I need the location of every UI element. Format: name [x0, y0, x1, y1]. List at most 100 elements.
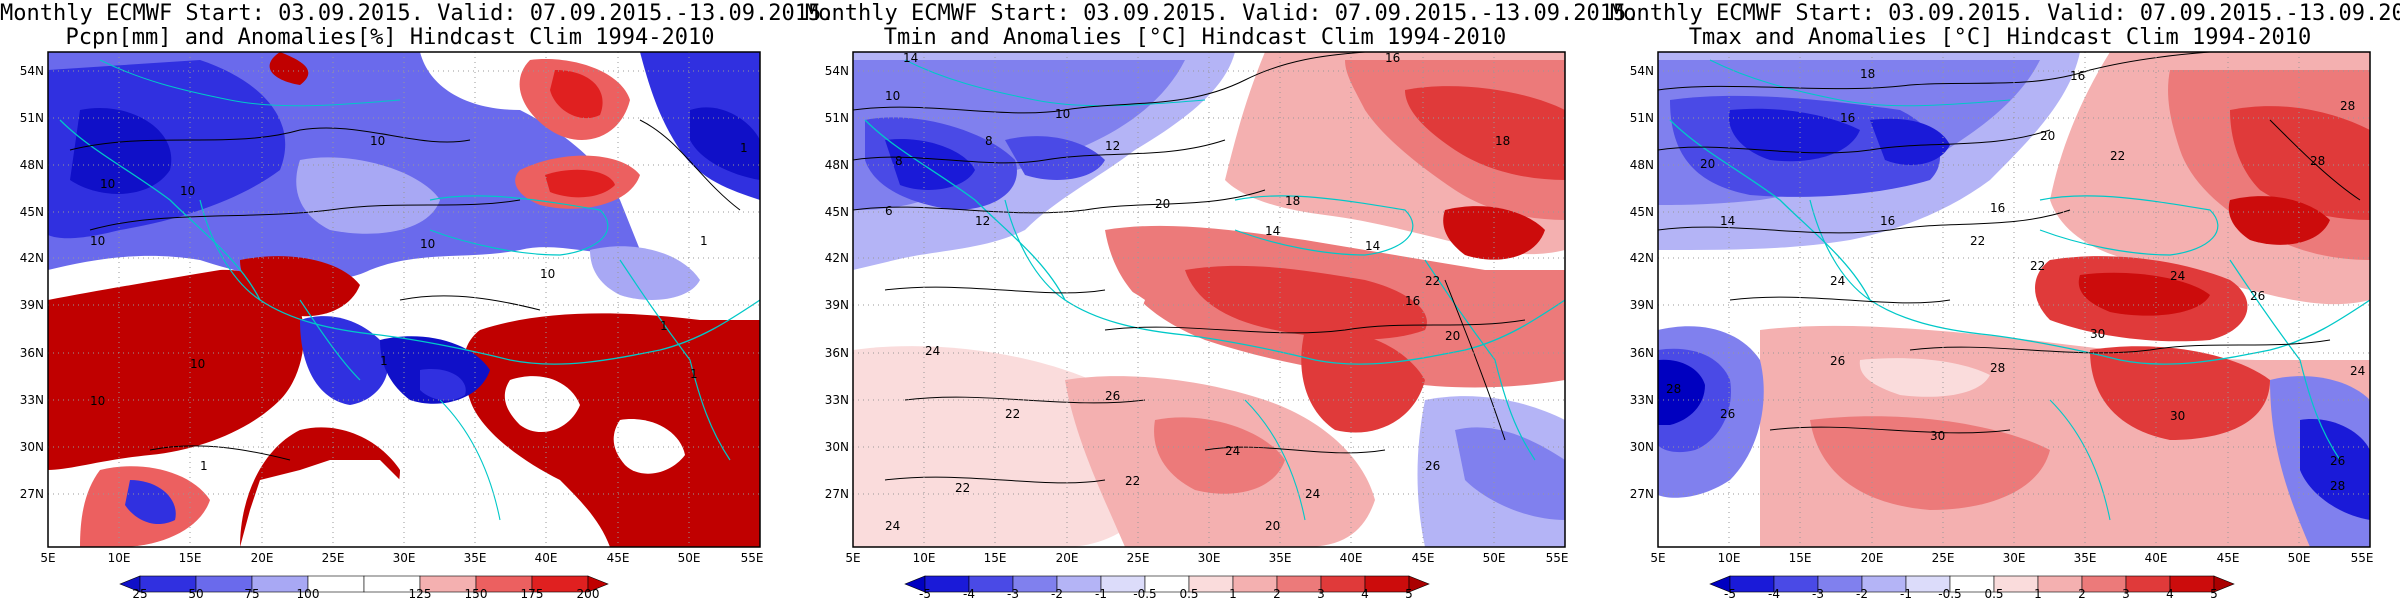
lon-label: 10E [1718, 551, 1741, 565]
lat-label: 51N [1630, 111, 1654, 125]
colorbar-label: 3 [1317, 587, 1325, 600]
contour-label: 10 [1055, 107, 1070, 121]
contour-label: 24 [1830, 274, 1845, 288]
contour-label: 16 [1840, 111, 1855, 125]
lat-label: 42N [20, 251, 44, 265]
contour-label: 18 [1285, 194, 1300, 208]
contour-label: 26 [1720, 407, 1735, 421]
lat-label: 36N [1630, 346, 1654, 360]
lat-label: 48N [20, 158, 44, 172]
contour-label: 22 [955, 481, 970, 495]
colorbar-label: 50 [188, 587, 203, 600]
contour-label: 20 [2040, 129, 2055, 143]
lon-label: 30E [2003, 551, 2026, 565]
colorbar-label: -2 [1856, 587, 1868, 600]
lon-label: 25E [322, 551, 345, 565]
contour-label: 16 [2070, 69, 2085, 83]
colorbar-label: 0.5 [1179, 587, 1198, 600]
contour-label: 12 [1105, 139, 1120, 153]
lon-label: 35E [464, 551, 487, 565]
colorbar-label: -1 [1900, 587, 1912, 600]
colorbar [904, 575, 1430, 593]
contour-label: 16 [1405, 294, 1420, 308]
lat-label: 54N [20, 64, 44, 78]
map-field [48, 52, 760, 547]
lat-label: 54N [825, 64, 849, 78]
lon-label: 15E [179, 551, 202, 565]
contour-label: 28 [1990, 361, 2005, 375]
lat-label: 48N [825, 158, 849, 172]
contour-label: 26 [2250, 289, 2265, 303]
contour-label: 14 [1365, 239, 1380, 253]
lat-label: 36N [825, 346, 849, 360]
lat-label: 48N [1630, 158, 1654, 172]
colorbar-label: -4 [1768, 587, 1780, 600]
lon-label: 55E [2351, 551, 2374, 565]
colorbar-label: 0.5 [1984, 587, 2003, 600]
lon-label: 5E [40, 551, 55, 565]
colorbar-label: 175 [521, 587, 544, 600]
lat-label: 33N [20, 393, 44, 407]
lat-label: 30N [825, 440, 849, 454]
tmin-map: 14 16 18 12 10 10 8 8 6 14 14 12 20 18 2… [825, 51, 1569, 600]
lat-label: 51N [20, 111, 44, 125]
contour-label: 1 [380, 354, 388, 368]
colorbar-labels: 25 50 75 100 125 150 175 200 [132, 587, 599, 600]
contour-label: 1 [700, 234, 708, 248]
lat-label: 54N [1630, 64, 1654, 78]
lat-label: 27N [825, 487, 849, 501]
lon-label: 10E [108, 551, 131, 565]
lon-label: 25E [1127, 551, 1150, 565]
tmax-panel: Monthly ECMWF Start: 03.09.2015. Valid: … [1610, 0, 2400, 600]
precipitation-panel: Monthly ECMWF Start: 03.09.2015. Valid: … [0, 0, 835, 600]
contour-value-labels: 14 16 18 12 10 10 8 8 6 14 14 12 20 18 2… [885, 51, 1510, 533]
contour-label: 8 [895, 154, 903, 168]
contour-label: 22 [1125, 474, 1140, 488]
lat-label: 30N [20, 440, 44, 454]
lon-label: 20E [251, 551, 274, 565]
panel-title-line1: Monthly ECMWF Start: 03.09.2015. Valid: … [0, 1, 835, 26]
colorbar-label: -3 [1812, 587, 1824, 600]
colorbar [119, 575, 609, 593]
lat-label: 45N [1630, 205, 1654, 219]
contour-label: 28 [2330, 479, 2345, 493]
contour-label: 26 [1105, 389, 1120, 403]
contour-label: 10 [180, 184, 195, 198]
colorbar-label: 75 [244, 587, 259, 600]
longitude-labels: 5E 10E 15E 20E 25E 30E 35E 40E 45E 50E 5… [40, 551, 763, 565]
contour-label: 24 [885, 519, 900, 533]
contour-label: 24 [925, 344, 940, 358]
contour-label: 24 [2170, 269, 2185, 283]
lat-label: 36N [20, 346, 44, 360]
lon-label: 55E [1546, 551, 1569, 565]
colorbar-label: 150 [465, 587, 488, 600]
colorbar-label: -0.5 [1938, 587, 1961, 600]
contour-label: 18 [1860, 67, 1875, 81]
lat-label: 51N [825, 111, 849, 125]
latitude-labels: 54N 51N 48N 45N 42N 39N 36N 33N 30N 27N [1630, 64, 1654, 501]
contour-label: 24 [1225, 444, 1240, 458]
contour-label: 1 [690, 367, 698, 381]
lon-label: 40E [535, 551, 558, 565]
contour-label: 18 [1495, 134, 1510, 148]
longitude-labels: 5E 10E 15E 20E 25E 30E 35E 40E 45E 50E 5… [1650, 551, 2373, 565]
contour-label: 10 [420, 237, 435, 251]
colorbar-labels: -5 -4 -3 -2 -1 -0.5 0.5 1 2 3 4 5 [919, 587, 1413, 600]
colorbar-label: 125 [409, 587, 432, 600]
lon-label: 30E [1198, 551, 1221, 565]
contour-value-labels: 18 16 16 20 22 20 14 16 16 22 24 22 24 2… [1666, 67, 2365, 493]
colorbar-labels: -5 -4 -3 -2 -1 -0.5 0.5 1 2 3 4 5 [1724, 587, 2218, 600]
lon-label: 10E [913, 551, 936, 565]
contour-label: 8 [985, 134, 993, 148]
panel-title-line2: Pcpn[mm] and Anomalies[%] Hindcast Clim … [65, 25, 715, 50]
colorbar-label: -2 [1051, 587, 1063, 600]
colorbar-label: 2 [2078, 587, 2086, 600]
latitude-labels: 54N 51N 48N 45N 42N 39N 36N 33N 30N 27N [20, 64, 44, 501]
contour-label: 14 [903, 51, 918, 65]
lat-label: 33N [1630, 393, 1654, 407]
lon-label: 45E [607, 551, 630, 565]
contour-label: 1 [740, 141, 748, 155]
lon-label: 55E [741, 551, 764, 565]
colorbar-label: 2 [1273, 587, 1281, 600]
lon-label: 35E [2074, 551, 2097, 565]
